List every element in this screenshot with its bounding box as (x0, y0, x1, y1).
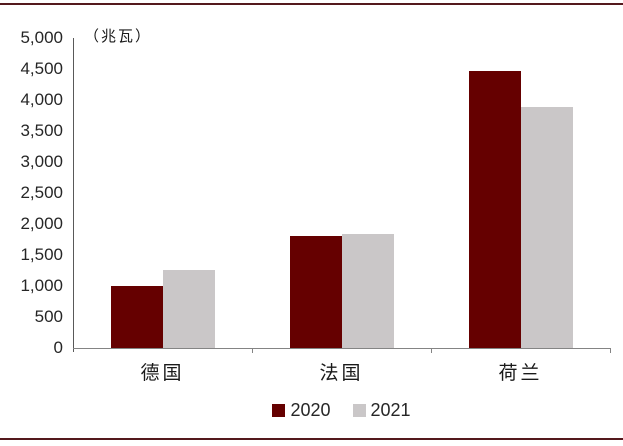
legend-swatch-2020 (272, 403, 286, 417)
legend-label: 2021 (370, 400, 411, 420)
category-label-荷兰: 荷兰 (498, 363, 543, 384)
y-axis-tick-label: 4,000 (20, 90, 63, 109)
x-axis-tick (252, 348, 253, 353)
y-axis-unit-label: （兆瓦） (84, 29, 153, 45)
legend-item-2021: 2021 (352, 400, 411, 420)
plot-area (73, 38, 611, 353)
bar-2021-法国 (341, 234, 394, 348)
bottom-border-line (0, 438, 623, 440)
y-axis-tick-label: 3,500 (20, 121, 63, 140)
bar-2020-德国 (110, 286, 163, 348)
top-border-line (0, 3, 623, 5)
y-axis-tick-label: 2,000 (20, 214, 63, 233)
y-axis-tick-label: 3,000 (20, 152, 63, 171)
legend-label: 2020 (290, 400, 331, 420)
bar-2020-法国 (289, 236, 342, 348)
y-axis-tick-label: 4,500 (20, 59, 63, 78)
legend-item-2020: 2020 (272, 400, 331, 420)
x-axis-line (73, 348, 610, 349)
y-axis-tick-label: 500 (34, 307, 63, 326)
y-axis-tick-label: 1,500 (20, 245, 63, 264)
bar-2021-荷兰 (520, 107, 573, 348)
x-axis-tick (610, 348, 611, 353)
category-label-德国: 德国 (140, 363, 185, 384)
bar-2021-德国 (162, 270, 215, 348)
x-axis-tick (431, 348, 432, 353)
y-axis-tick-label: 5,000 (20, 28, 63, 47)
y-axis-line (73, 38, 74, 352)
chart-legend: 2020 2021 (73, 401, 610, 419)
bar-2020-荷兰 (468, 71, 521, 348)
y-axis-tick-label: 1,000 (20, 276, 63, 295)
category-label-法国: 法国 (319, 363, 364, 384)
y-axis-tick-label: 2,500 (20, 183, 63, 202)
y-axis-tick-label: 0 (53, 338, 63, 357)
legend-swatch-2021 (352, 403, 366, 417)
